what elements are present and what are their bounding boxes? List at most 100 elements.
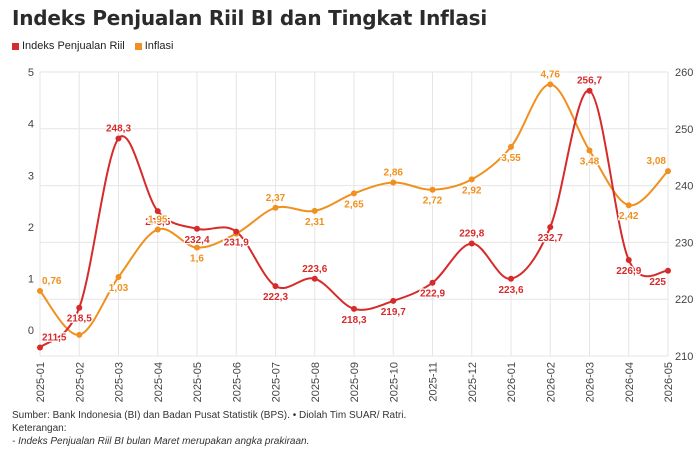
data-point-ipr (390, 297, 397, 304)
data-point-ipr (547, 224, 554, 231)
x-axis-tick-label: 2026-02 (545, 362, 557, 402)
right-axis-tick-label: 220 (675, 294, 693, 306)
data-label-inflasi: 1,95 (148, 214, 168, 225)
data-label-ipr: 219,7 (381, 307, 406, 318)
left-axis-tick-label: 5 (28, 67, 34, 79)
data-point-inflasi (547, 81, 554, 88)
data-point-ipr (351, 305, 357, 312)
data-label-ipr: 226,9 (616, 266, 641, 277)
data-point-ipr (37, 344, 43, 351)
x-axis-tick-label: 2025-05 (192, 362, 204, 402)
data-label-inflasi: 2,42 (619, 211, 639, 222)
data-label-ipr: 223,6 (302, 264, 327, 275)
data-point-ipr (625, 257, 632, 264)
data-point-inflasi (508, 143, 514, 150)
data-label-ipr: 229,8 (459, 229, 484, 240)
left-axis-tick-label: 1 (28, 274, 34, 286)
chart-title: Indeks Penjualan Riil BI dan Tingkat Inf… (12, 6, 487, 30)
data-label-inflasi: 3,55 (501, 153, 521, 164)
data-label-ipr: 218,3 (341, 315, 366, 326)
data-label-inflasi: 2,37 (266, 193, 286, 204)
data-label-inflasi: 2,92 (462, 185, 482, 196)
data-label-ipr: 225 (649, 277, 666, 288)
data-label-ipr: 248,3 (106, 123, 131, 134)
x-axis-tick-label: 2025-06 (231, 362, 243, 402)
x-axis-tick-label: 2025-03 (114, 362, 126, 402)
data-label-ipr: 232,4 (184, 235, 209, 246)
data-point-inflasi (665, 168, 671, 175)
data-label-ipr: 235,5 (145, 217, 170, 228)
legend-item-inflasi[interactable]: Inflasi (134, 40, 174, 52)
x-axis-tick-label: 2025-04 (153, 362, 165, 402)
data-point-ipr (508, 275, 514, 282)
x-axis-tick-label: 2025-12 (467, 362, 479, 402)
legend-swatch-ipr (12, 42, 19, 50)
data-label-inflasi: 4,76 (541, 69, 561, 80)
chart-grid (39, 71, 669, 357)
x-axis-tick-label: 2026-04 (624, 362, 636, 402)
data-point-inflasi (390, 179, 397, 186)
data-point-ipr (468, 240, 475, 247)
data-point-inflasi (194, 244, 200, 251)
data-point-ipr (233, 228, 240, 235)
data-label-ipr: 232,7 (538, 233, 563, 244)
data-label-inflasi: 3,48 (580, 156, 600, 167)
data-point-inflasi (272, 204, 279, 211)
legend-label-inflasi: Inflasi (144, 40, 174, 52)
data-point-ipr (194, 225, 200, 232)
legend-label-ipr: Indeks Penjualan Riil (22, 40, 125, 52)
legend-item-ipr[interactable]: Indeks Penjualan Riil (12, 40, 125, 52)
x-axis-tick-label: 2025-08 (310, 362, 322, 402)
left-axis-tick-label: 4 (28, 119, 34, 131)
notes-heading: Keterangan: (12, 423, 67, 434)
data-label-inflasi: 1,6 (190, 254, 204, 265)
data-point-ipr (154, 208, 161, 215)
x-axis-tick-label: 2025-07 (271, 362, 283, 402)
data-point-inflasi (154, 226, 161, 233)
x-axis-tick-label: 2025-02 (74, 362, 86, 402)
data-point-ipr (665, 267, 671, 274)
line-chart: 0 1 2 3 4 5 210 220 230 240 250 260 2025-01 2025-02 20… (28, 67, 693, 402)
right-axis-tick-label: 260 (675, 67, 693, 79)
data-point-inflasi (625, 202, 632, 209)
data-label-inflasi: 2,65 (344, 199, 364, 210)
data-point-ipr (586, 87, 593, 94)
right-axis-tick-label: 210 (675, 351, 693, 363)
data-point-inflasi (311, 207, 318, 214)
data-point-ipr (272, 283, 279, 290)
data-label-inflasi: 1,03 (109, 283, 129, 294)
left-axis-tick-label: 0 (28, 325, 34, 337)
note-text: - Indeks Penjualan Riil BI bulan Maret m… (12, 436, 310, 447)
data-label-ipr: 211,5 (42, 332, 67, 343)
data-label-inflasi: 2,72 (423, 196, 443, 207)
source-text: Sumber: Bank Indonesia (BI) dan Badan Pu… (12, 410, 407, 421)
data-point-ipr (115, 135, 122, 142)
x-axis-tick-label: 2026-05 (663, 362, 675, 402)
data-label-inflasi: 2,86 (384, 168, 404, 179)
left-axis-tick-label: 2 (28, 222, 34, 234)
chart-axes: 0 1 2 3 4 5 210 220 230 240 250 260 2025-01 2025-02 20… (28, 67, 693, 402)
data-point-inflasi (37, 287, 43, 294)
legend-swatch-inflasi (134, 42, 142, 50)
right-axis-tick-label: 240 (675, 181, 693, 193)
data-label-ipr: 218,5 (67, 314, 92, 325)
data-point-inflasi (586, 147, 593, 154)
x-axis-tick-label: 2025-10 (388, 362, 400, 402)
data-point-inflasi (468, 176, 475, 183)
data-point-inflasi (429, 186, 436, 193)
data-label-inflasi: 3,08 (647, 156, 667, 167)
x-axis-tick-label: 2025-11 (428, 362, 440, 402)
data-point-inflasi (351, 190, 357, 197)
data-label-inflasi: 2,31 (305, 217, 325, 228)
chart-footer: Sumber: Bank Indonesia (BI) dan Badan Pu… (12, 409, 406, 448)
x-axis-tick-label: 2025-01 (35, 362, 47, 402)
data-label-ipr: 256,7 (577, 76, 602, 87)
right-axis-tick-label: 250 (675, 124, 693, 136)
right-axis-tick-label: 230 (675, 237, 693, 249)
data-point-ipr (311, 275, 318, 282)
data-label-ipr: 222,9 (420, 289, 445, 300)
chart-legend: Indeks Penjualan Riil Inflasi (12, 40, 173, 52)
x-axis-tick-label: 2026-03 (585, 362, 597, 402)
data-point-inflasi (115, 273, 122, 280)
